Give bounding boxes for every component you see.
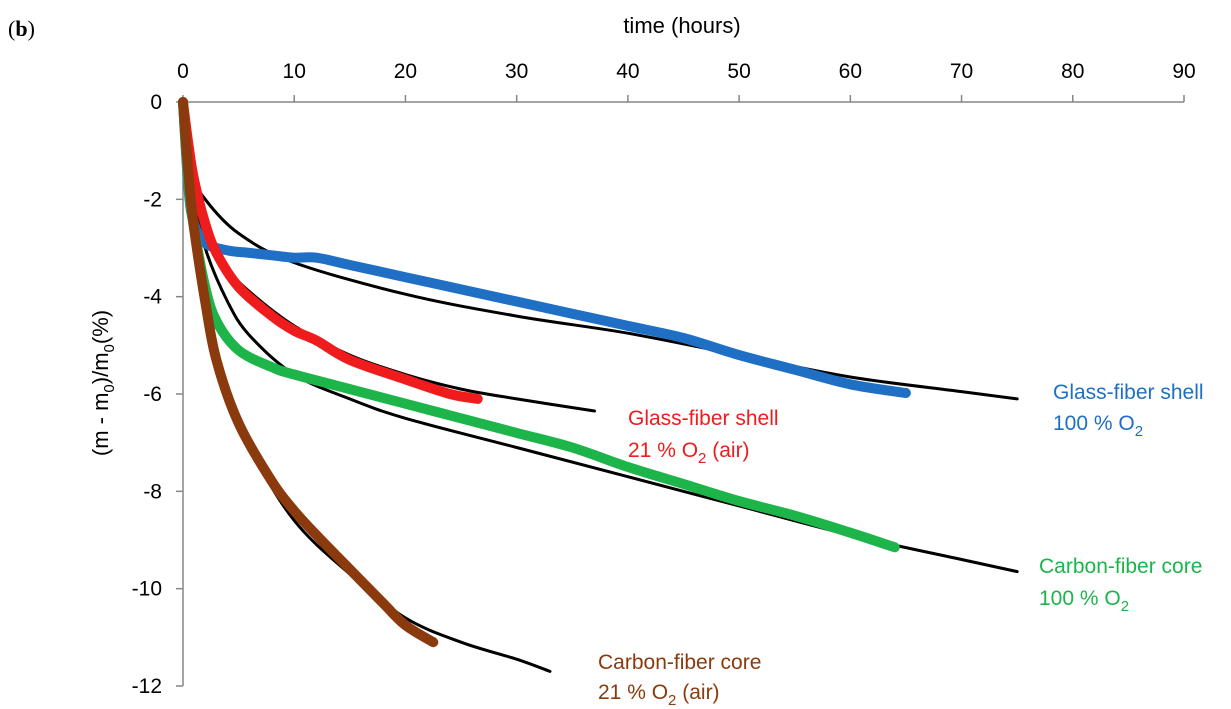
y-tick-label: -8 [143,480,162,503]
measured-line-0 [178,97,911,398]
x-tick-label: 50 [727,60,750,83]
series-label-glass-shell-100: Glass-fiber shell 100 % O2 [1053,381,1204,440]
measured-line-1 [178,97,483,404]
measured-line-3 [178,97,439,648]
series-label-line2: 100 % O2 [1039,587,1129,615]
x-tick-label: 70 [950,60,973,83]
y-tick-label: -2 [143,188,162,211]
y-axis-title: (m - m0)/m0(%) [88,310,118,456]
panel-label: (b) [8,16,35,41]
x-axis-title: time (hours) [623,13,740,38]
y-tick-label: -4 [143,286,162,309]
y-tick-label: -10 [132,578,162,601]
x-tick-label: 30 [505,60,528,83]
x-tick-label: 60 [839,60,862,83]
x-tick-label: 0 [177,60,189,83]
series-label-glass-shell-21: Glass-fiber shell 21 % O2 (air) [628,407,779,467]
x-ticks: 0 10 20 30 40 50 60 70 80 90 [177,60,1196,102]
y-tick-label: -6 [143,383,162,406]
series-label-line2: 21 % O2 (air) [598,681,720,709]
y-tick-label: 0 [150,91,162,114]
x-tick-label: 80 [1061,60,1084,83]
series-label-line1: Carbon-fiber core [598,651,761,674]
series-label-carbon-core-100: Carbon-fiber core 100 % O2 [1039,555,1202,615]
series-label-line1: Carbon-fiber core [1039,555,1202,578]
x-tick-label: 90 [1172,60,1195,83]
fit-line-0 [181,100,1019,401]
series-label-carbon-core-21: Carbon-fiber core 21 % O2 (air) [598,651,761,709]
series-label-line1: Glass-fiber shell [1053,381,1204,404]
series-label-line2: 21 % O2 (air) [628,439,750,467]
y-ticks: 0 -2 -4 -6 -8 -10 -12 [132,91,183,698]
measured-curves [178,97,911,648]
y-tick-label: -12 [132,675,162,698]
series-label-line1: Glass-fiber shell [628,407,779,430]
x-tick-label: 10 [283,60,306,83]
x-tick-label: 40 [616,60,639,83]
x-tick-label: 20 [394,60,417,83]
series-label-line2: 100 % O2 [1053,412,1143,440]
